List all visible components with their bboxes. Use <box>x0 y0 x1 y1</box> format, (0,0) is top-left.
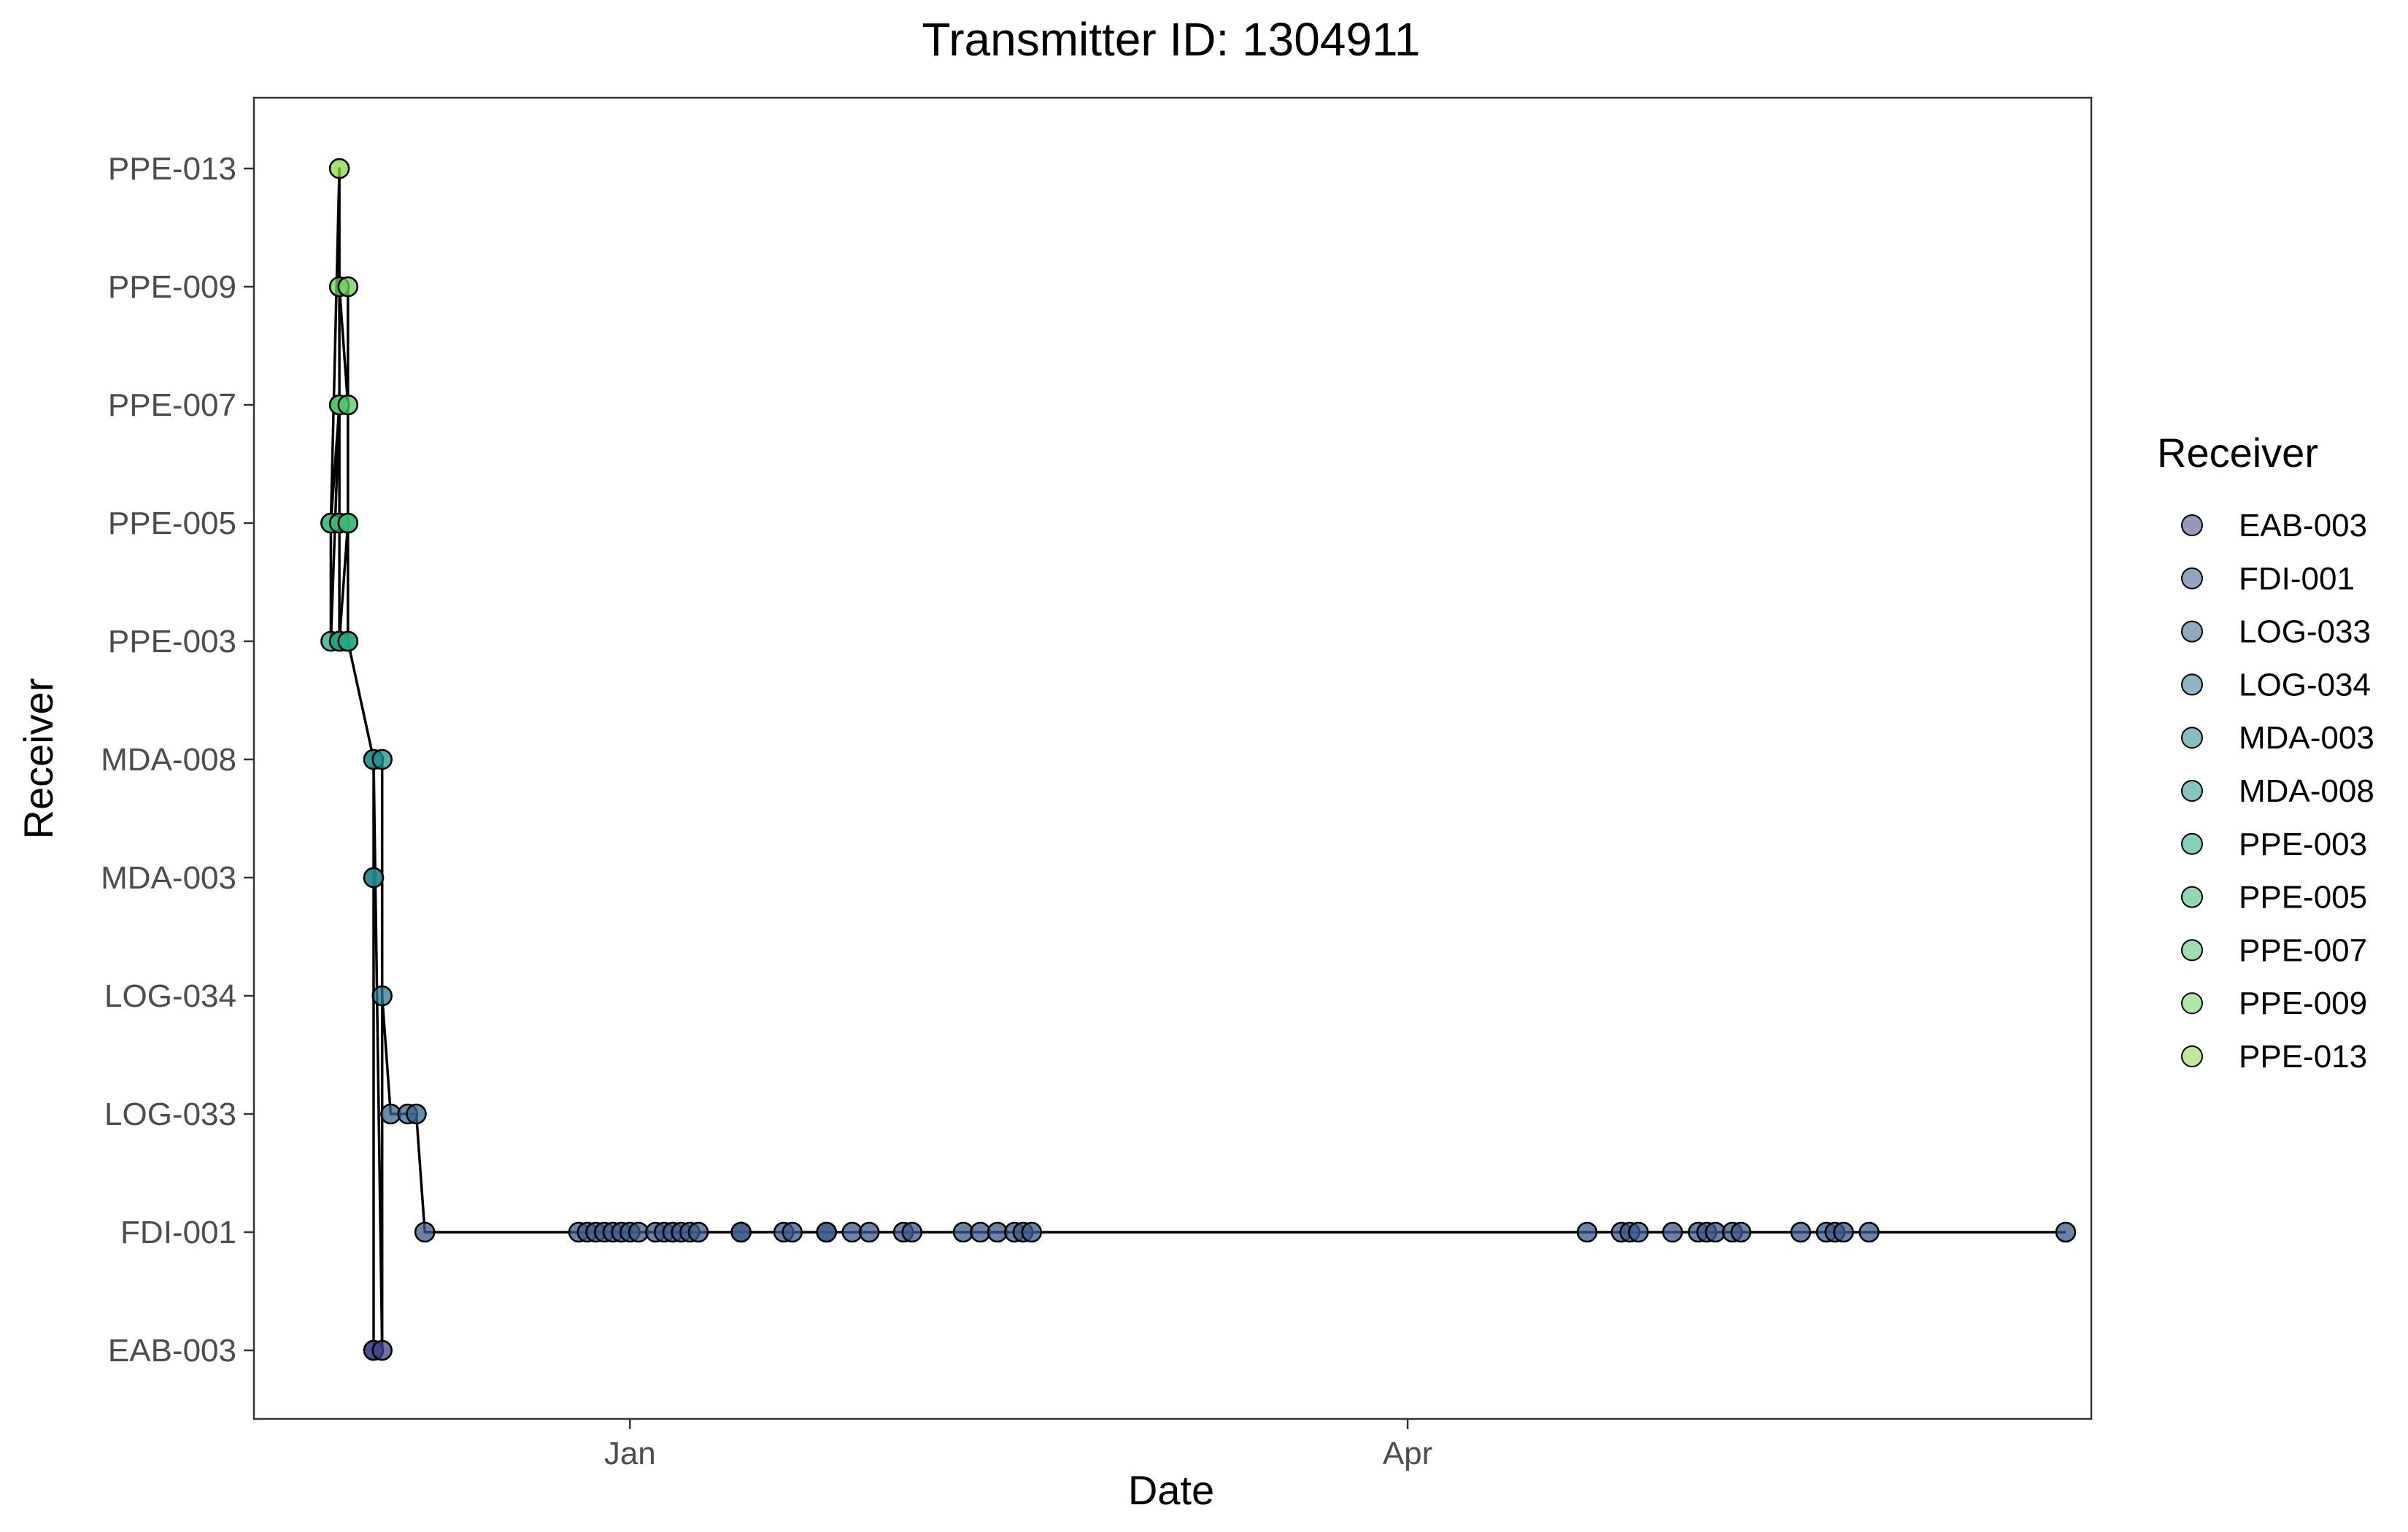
data-point <box>1859 1221 1880 1243</box>
y-axis-label: Receiver <box>15 678 61 840</box>
legend-entry-label: MDA-003 <box>2239 720 2374 756</box>
legend-key <box>2181 939 2203 962</box>
data-point <box>371 1339 393 1361</box>
data-point <box>841 1221 863 1243</box>
legend-entry-label: PPE-009 <box>2239 986 2367 1021</box>
data-point <box>952 1221 974 1243</box>
legend-entry-label: MDA-008 <box>2239 773 2374 809</box>
data-point <box>628 1221 649 1243</box>
data-point <box>970 1221 991 1243</box>
legend-key <box>2181 673 2203 696</box>
legend-key <box>2181 780 2203 802</box>
legend-entry-label: PPE-005 <box>2239 880 2367 916</box>
y-tick-label: LOG-033 <box>104 1096 236 1132</box>
y-tick-label: PPE-009 <box>108 269 236 305</box>
legend-key <box>2181 1045 2203 1067</box>
data-point <box>406 1103 427 1125</box>
legend-key <box>2181 992 2203 1015</box>
legend-entry-label: PPE-013 <box>2239 1039 2367 1075</box>
legend-entry-label: PPE-003 <box>2239 827 2367 862</box>
data-point <box>687 1221 709 1243</box>
data-point <box>782 1221 803 1243</box>
data-point <box>1662 1221 1683 1243</box>
data-point <box>363 867 385 889</box>
data-point <box>380 1103 401 1125</box>
legend-key <box>2181 886 2203 908</box>
y-tick-label: PPE-005 <box>108 506 236 541</box>
data-point <box>816 1221 837 1243</box>
legend-entry-label: LOG-033 <box>2239 614 2371 650</box>
data-point <box>987 1221 1008 1243</box>
legend-key <box>2181 620 2203 643</box>
data-point <box>2055 1221 2077 1243</box>
plot-area: EAB-003 FDI-001 LOG-033 LOG-034 MDA-003 MDA-0… <box>101 96 2093 1471</box>
legend-entry-label: EAB-003 <box>2239 508 2367 543</box>
data-point <box>337 630 359 652</box>
y-tick-label: PPE-013 <box>108 151 236 187</box>
y-tick-label: PPE-003 <box>108 624 236 659</box>
chart-title: Transmitter ID: 1304911 <box>922 13 1421 66</box>
data-point <box>1790 1221 1812 1243</box>
data-point <box>1833 1221 1854 1243</box>
data-point <box>730 1221 752 1243</box>
y-tick-label: FDI-001 <box>120 1215 236 1250</box>
x-axis-label: Date <box>1128 1467 1214 1513</box>
legend-key <box>2181 514 2203 536</box>
legend: Receiver EAB-003 FDI-001 LOG-033 LOG-034 MDA… <box>2157 430 2374 1075</box>
data-point <box>1730 1221 1752 1243</box>
data-point <box>901 1221 923 1243</box>
x-tick-label: Jan <box>604 1436 656 1471</box>
data-point <box>858 1221 880 1243</box>
legend-title: Receiver <box>2157 430 2318 476</box>
y-tick-label: PPE-007 <box>108 387 236 423</box>
series-line <box>329 167 2066 1352</box>
legend-entry-label: LOG-034 <box>2239 667 2371 703</box>
data-point <box>1628 1221 1649 1243</box>
plot-panel-border <box>252 96 2093 1420</box>
data-point <box>337 276 359 298</box>
data-point <box>1021 1221 1043 1243</box>
data-point <box>1576 1221 1598 1243</box>
y-tick-label: EAB-003 <box>108 1333 236 1369</box>
y-tick-label: LOG-034 <box>104 978 236 1014</box>
y-tick-label: MDA-003 <box>101 860 236 896</box>
legend-entry-label: PPE-007 <box>2239 932 2367 968</box>
data-point <box>337 394 359 416</box>
x-tick-label: Apr <box>1383 1436 1432 1471</box>
data-point <box>371 748 393 770</box>
legend-key <box>2181 832 2203 855</box>
data-point <box>1705 1221 1726 1243</box>
legend-key <box>2181 567 2203 589</box>
data-point <box>414 1221 436 1243</box>
legend-entry-label: FDI-001 <box>2239 561 2355 597</box>
data-point <box>328 158 350 179</box>
legend-key <box>2181 727 2203 749</box>
data-point <box>337 512 359 534</box>
data-point <box>371 985 393 1007</box>
y-tick-label: MDA-008 <box>101 742 236 778</box>
